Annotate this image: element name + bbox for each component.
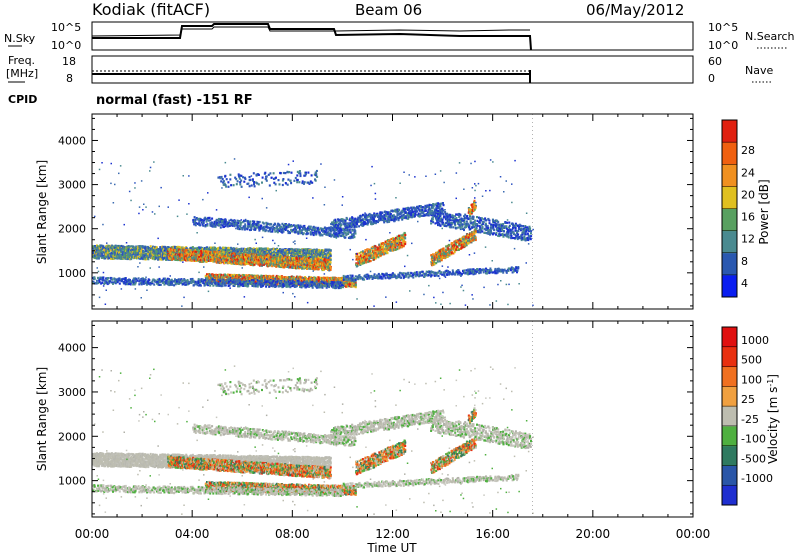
echo-cell	[227, 247, 229, 249]
freq-tick-bottom: 8	[66, 72, 73, 85]
echo-cell	[102, 246, 104, 248]
beam-title: Beam 06	[355, 1, 422, 19]
date-title: 06/May/2012	[586, 1, 684, 19]
nsearch-tick-top: 10^5	[708, 21, 738, 34]
echo-cell	[147, 258, 149, 260]
nsky-tick-top: 10^5	[51, 21, 81, 34]
echo-cell	[96, 249, 98, 251]
freq-frame	[92, 56, 693, 83]
echo-cell	[214, 248, 216, 250]
freq-panel: Freq. [MHz] 18 8 60 0 Nave	[6, 54, 773, 85]
freq-tick-top: 18	[62, 55, 76, 68]
echo-cell	[119, 245, 121, 247]
nsearch-tick-bottom: 10^0	[708, 39, 738, 52]
echo-cell	[219, 247, 221, 249]
nsky-label: N.Sky	[4, 32, 36, 45]
echo-cell	[108, 257, 110, 259]
nsky-line	[92, 24, 531, 50]
echo-cell	[121, 249, 123, 251]
freq-label-1: Freq.	[8, 54, 35, 67]
nave-tick-bottom: 0	[708, 72, 715, 85]
radar-figure: Kodiak (fitACF) Beam 06 06/May/2012 N.Sk…	[0, 0, 800, 554]
station-title: Kodiak (fitACF)	[92, 0, 210, 19]
nsky-tick-bottom: 10^0	[51, 39, 81, 52]
nave-tick-top: 60	[708, 55, 722, 68]
nsearch-label: N.Search	[745, 30, 795, 43]
cpid-label: CPID	[8, 93, 37, 106]
echo-cell	[150, 245, 152, 247]
echo-cell	[98, 257, 100, 259]
cpid-value: normal (fast) -151 RF	[96, 93, 253, 108]
echo-cell	[166, 259, 168, 261]
nave-label: Nave	[745, 64, 773, 77]
freq-label-2: [MHz]	[6, 67, 38, 80]
nsky-panel: N.Sky 10^5 10^0 10^5 10^0 N.Search	[4, 21, 795, 52]
echo-cell	[222, 247, 224, 249]
